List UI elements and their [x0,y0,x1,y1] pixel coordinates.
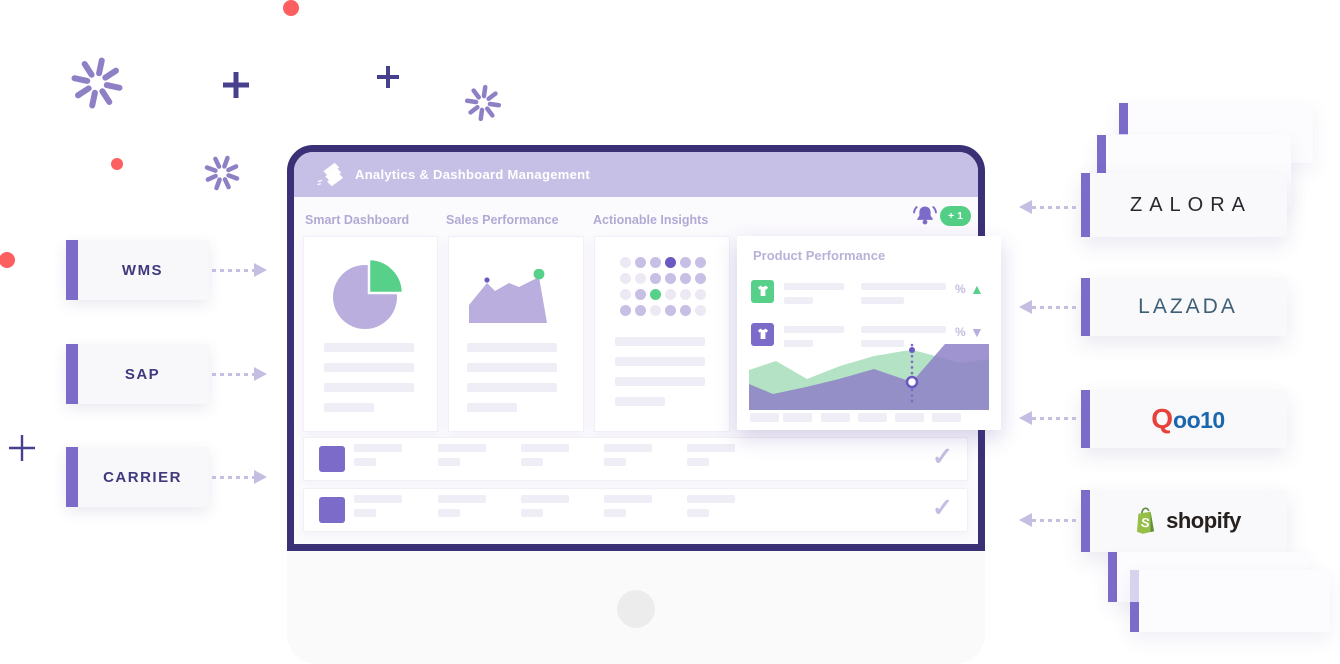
tab-sales-performance[interactable]: Sales Performance [446,213,559,227]
flow-arrow-right [212,470,267,484]
decor-red-dot [0,252,15,268]
flow-arrow-left [1019,200,1080,214]
tab-smart-dashboard[interactable]: Smart Dashboard [305,213,410,227]
mini-area-chart [469,269,547,323]
checkmark-icon: ✓ [932,494,953,522]
product-thumb-purple [751,323,774,346]
percent-label: % [955,325,966,339]
shopify-logo: shopify [1166,508,1241,533]
integration-label: CARRIER [103,468,182,486]
insight-dot [620,289,631,300]
integration-card-sap: SAP [66,344,209,404]
marketplace-card-zalora: ZALORA [1081,173,1287,237]
app-title: Analytics & Dashboard Management [355,167,590,182]
insight-dot [620,273,631,284]
insight-dot [695,257,706,268]
list-item[interactable]: ✓ [303,488,968,532]
shopify-bag-icon: S [1137,507,1155,534]
trend-down-icon: ▼ [970,324,984,340]
insight-dot [620,305,631,316]
insight-dot [665,273,676,284]
zalora-logo: ZALORA [1129,193,1253,216]
starburst-icon [464,84,502,122]
tshirt-icon [757,285,768,296]
product-thumb-green [751,280,774,303]
insight-dot-grid [620,257,706,316]
insight-dot [680,305,691,316]
insight-dot [650,289,661,300]
flow-arrow-left [1019,513,1080,527]
integration-card-carrier: CARRIER [66,447,209,507]
insight-dot [650,273,661,284]
starburst-icon [71,57,123,109]
app-logo-icon [317,162,344,186]
integration-card-wms: WMS [66,240,209,300]
plus-icon [9,435,35,461]
starburst-icon [204,155,240,191]
insight-dot [665,305,676,316]
insight-dot [635,305,646,316]
lazada-logo: LAZADA [1138,295,1238,318]
list-item[interactable]: ✓ [303,437,968,481]
plus-icon [377,66,399,88]
app-header-bar: Analytics & Dashboard Management [294,152,978,197]
insight-dot [650,305,661,316]
notification-badge[interactable]: + 1 [940,206,971,226]
checkmark-icon: ✓ [932,443,953,471]
pie-chart [333,257,405,329]
insight-dot [695,289,706,300]
tshirt-icon [757,328,768,339]
flow-arrow-left [1019,411,1080,425]
marketplace-card-shopify: S shopify [1081,490,1287,552]
insight-dot [695,305,706,316]
flow-arrow-left [1019,300,1080,314]
product-performance-card: Product Performance % ▲ % ▼ [737,236,1001,430]
integration-label: SAP [124,365,161,383]
decor-red-dot [283,0,299,16]
avatar [319,497,345,523]
card-title: Product Performance [753,248,886,263]
percent-label: % [955,282,966,296]
svg-text:S: S [1140,514,1151,530]
flow-arrow-right [212,367,267,381]
insight-dot [620,257,631,268]
insight-dot [635,273,646,284]
flow-arrow-right [212,263,267,277]
product-area-chart [749,343,989,410]
insight-dot [680,273,691,284]
marketplace-card-qoo10: Qoo10 [1081,390,1287,448]
insight-dot [665,257,676,268]
decor-red-dot [111,158,123,170]
insight-dot [635,289,646,300]
qoo10-logo: Qoo10 [1151,403,1225,434]
marketplace-card-lazada: LAZADA [1081,278,1287,336]
insight-dot [680,257,691,268]
home-button[interactable] [617,590,655,628]
dashboard-card-area [448,236,584,432]
insight-dot [635,257,646,268]
tab-actionable-insights[interactable]: Actionable Insights [593,213,709,227]
insight-dot [680,289,691,300]
dashboard-card-dots [594,236,730,432]
bell-icon[interactable] [912,203,938,229]
dashboard-card-pie [303,236,438,432]
ghost-card [1130,570,1330,632]
integration-label: WMS [121,261,164,279]
insight-dot [695,273,706,284]
insight-dot [665,289,676,300]
insight-dot [650,257,661,268]
plus-icon [223,72,249,98]
trend-up-icon: ▲ [970,281,984,297]
avatar [319,446,345,472]
